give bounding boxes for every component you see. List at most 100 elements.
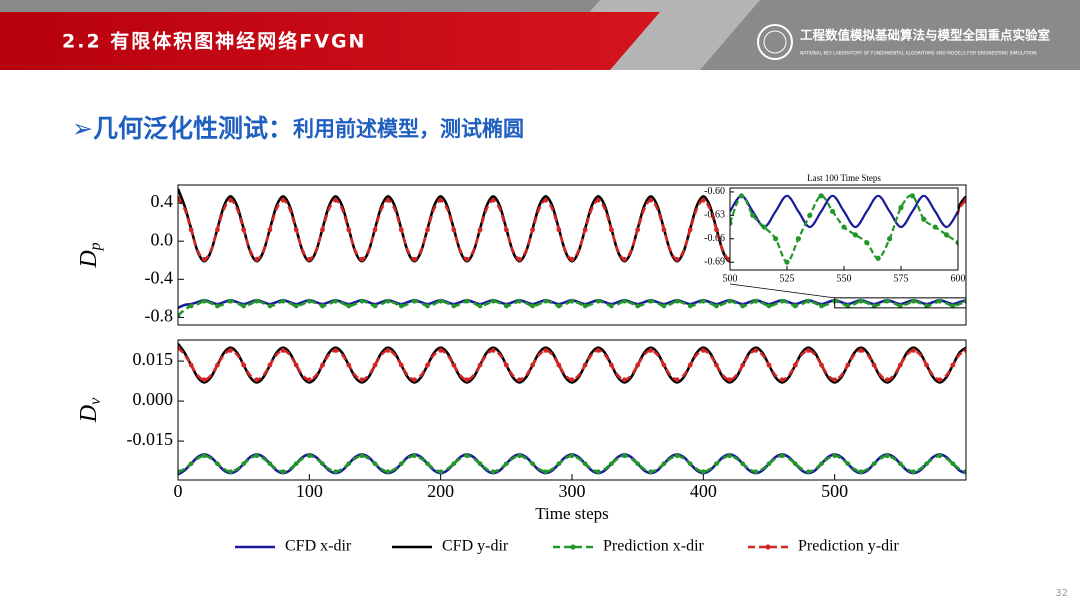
x-tick-label: 200 [427,481,454,501]
lab-name-en: NATIONAL KEY LABORATORY OF FUNDAMENTAL A… [800,51,1037,57]
series-point [937,377,943,383]
series-point [635,362,641,368]
series-point [648,298,654,304]
series-point [372,362,378,368]
series-point [635,461,641,467]
heading: ➢几何泛化性测试：利用前述模型，测试椭圆 [72,114,524,143]
series-point [490,298,496,304]
series-point [884,298,890,304]
series-point [871,461,877,467]
lab-name: 工程数值模拟基础算法与模型全国重点实验室 [800,28,1051,43]
series-point [530,461,535,467]
series-point [897,362,903,368]
inset-title: Last 100 Time Steps [807,173,881,183]
series-point [569,256,575,262]
series-point [963,197,966,203]
series-point [909,193,916,199]
series-point [267,303,273,309]
series-point [740,362,746,368]
series-point [911,469,916,475]
series-point [464,453,470,459]
series-point [425,461,430,467]
series-point [609,362,614,368]
lab-logo-inner [763,30,787,54]
series-point [530,227,535,233]
series-point [595,469,601,475]
series-point [490,348,496,353]
series-point [622,453,627,459]
series-point [556,227,562,233]
series-point [267,227,273,233]
legend-label: Prediction x-dir [603,538,705,555]
series-point [412,377,417,383]
series-point [385,469,391,475]
series-point [503,303,509,309]
series-point [595,298,601,304]
series-point [761,224,767,230]
series-point [937,453,943,459]
series-point [924,461,929,467]
series-point [911,298,916,304]
plot: -0.60 -0.63 -0.66 -0.69 500 525 550 575 600 Last … [704,173,965,284]
series-point [517,453,522,459]
series-point [818,193,824,199]
series-point [503,461,509,467]
y-tick-label: -0.015 [127,429,174,449]
series-point [188,461,194,467]
series-point [280,298,286,304]
legend-label: CFD x-dir [285,538,352,555]
series-point [832,377,838,383]
series-point [451,303,457,309]
series-point [766,303,772,309]
series-point [766,461,772,467]
series-point [806,298,811,304]
series-point [293,362,299,368]
plot: 0.015 0.000 -0.015 0 100 200 300 400 500 Time ste… [76,339,967,523]
series-point [398,461,404,467]
series-point [569,377,575,383]
series-point [595,197,601,203]
series-point [254,298,260,304]
series-point [228,197,233,203]
series-point [727,298,732,304]
legend-marker [765,544,771,550]
legend-label: Prediction y-dir [798,538,900,555]
series-point [503,362,509,368]
series-point [228,348,233,353]
series-point [738,193,745,199]
series-point [687,227,693,233]
series-point [412,453,417,459]
series-point [700,197,706,203]
series-point [832,453,838,459]
series-point [687,303,693,309]
series-point [346,227,352,233]
series-point [543,469,549,475]
series-point [714,227,719,233]
series-point [241,303,247,309]
series-point [700,469,706,475]
series-point [412,298,417,304]
series-point [178,345,181,351]
y-axis-label: Dv [76,397,104,423]
series-point [714,362,719,368]
series-point [955,240,958,246]
series-point [595,348,601,353]
series-point [819,303,824,309]
series-point [241,227,247,233]
series-point [661,461,667,467]
series-point [897,461,903,467]
x-tick-label: 600 [951,273,966,284]
series-point [438,197,444,203]
y-tick-label: -0.63 [704,210,725,221]
series-point [228,298,233,304]
series-point [320,461,325,467]
series-point [241,461,247,467]
series-point [320,303,325,309]
series-point [819,362,824,368]
series-point [254,453,260,459]
series-point [306,256,312,262]
series-point [293,227,299,233]
series-point [280,197,286,203]
series-point [178,313,181,318]
series-point [687,461,693,467]
